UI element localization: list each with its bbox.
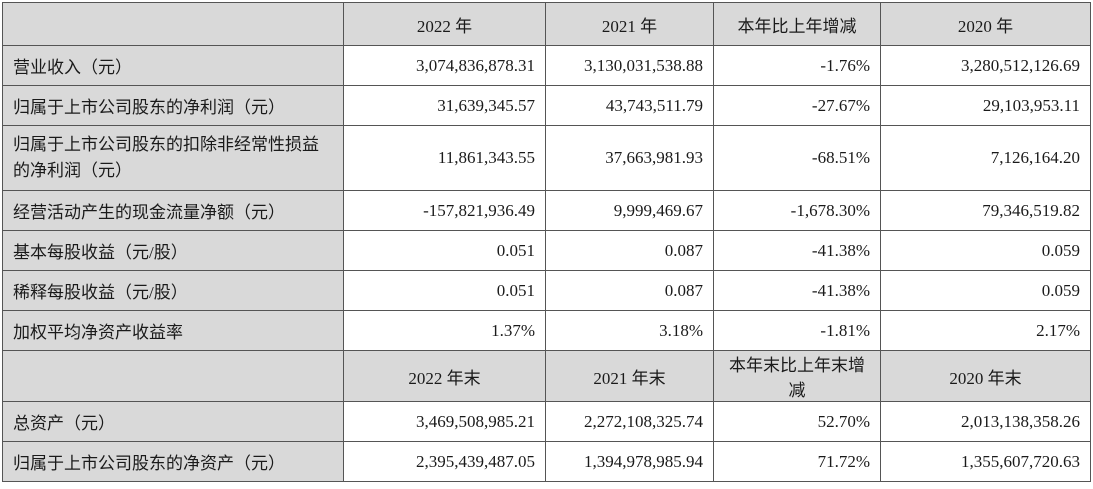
financial-summary-table: 2022 年 2021 年本年比上年增减 2020 年营业收入（元） 3,074,83… <box>2 2 1091 482</box>
table-cell: -41.38% <box>713 230 881 271</box>
table-row: 加权平均净资产收益率 1.37% 3.18% -1.81% 2.17% <box>2 310 1091 351</box>
column-header: 本年末比上年末增减 <box>713 350 881 402</box>
table-cell: -1,678.30% <box>713 190 881 231</box>
table-cell: 43,743,511.79 <box>545 85 714 126</box>
table-row: 营业收入（元） 3,074,836,878.31 3,130,031,538.88-… <box>2 45 1091 86</box>
column-header: 2021 年末 <box>545 350 714 402</box>
table-cell: 9,999,469.67 <box>545 190 714 231</box>
column-header: 2022 年 <box>343 2 546 46</box>
table-cell: 0.059 <box>880 270 1091 311</box>
table-cell: 11,861,343.55 <box>343 125 546 191</box>
column-header: 2021 年 <box>545 2 714 46</box>
column-header: 2020 年末 <box>880 350 1091 402</box>
column-header: 本年比上年增减 <box>713 2 881 46</box>
column-header <box>2 2 344 46</box>
table-cell: 2,272,108,325.74 <box>545 401 714 442</box>
table-cell: 3,280,512,126.69 <box>880 45 1091 86</box>
table-cell: 1,394,978,985.94 <box>545 441 714 482</box>
table-row: 归属于上市公司股东的净资产（元） 2,395,439,487.05 1,394,97… <box>2 441 1091 482</box>
table-cell: 0.087 <box>545 230 714 271</box>
header-row: 2022 年末 2021 年末 本年末比上年末增减 2020 年末 <box>2 350 1091 402</box>
table-cell: 29,103,953.11 <box>880 85 1091 126</box>
table-row: 总资产（元） 3,469,508,985.21 2,272,108,325.74 52… <box>2 401 1091 442</box>
table-cell: 0.051 <box>343 270 546 311</box>
row-label: 归属于上市公司股东的扣除非经常性损益的净利润（元） <box>2 125 344 191</box>
column-header: 2022 年末 <box>343 350 546 402</box>
row-label: 归属于上市公司股东的净利润（元） <box>2 85 344 126</box>
table-cell: -41.38% <box>713 270 881 311</box>
table-row: 归属于上市公司股东的净利润（元） 31,639,345.57 43,743,511.… <box>2 85 1091 126</box>
table-row: 基本每股收益（元/股） 0.051 0.087 -41.38% 0.059 <box>2 230 1091 271</box>
table-cell: -68.51% <box>713 125 881 191</box>
row-label: 稀释每股收益（元/股） <box>2 270 344 311</box>
table-cell: 31,639,345.57 <box>343 85 546 126</box>
table-cell: -1.76% <box>713 45 881 86</box>
table-cell: 2,013,138,358.26 <box>880 401 1091 442</box>
table-cell: 0.059 <box>880 230 1091 271</box>
table-cell: 2,395,439,487.05 <box>343 441 546 482</box>
table-cell: 3,074,836,878.31 <box>343 45 546 86</box>
table-cell: 0.051 <box>343 230 546 271</box>
row-label: 加权平均净资产收益率 <box>2 310 344 351</box>
table-cell: 3,469,508,985.21 <box>343 401 546 442</box>
table-row: 稀释每股收益（元/股） 0.051 0.087 -41.38% 0.059 <box>2 270 1091 311</box>
row-label: 总资产（元） <box>2 401 344 442</box>
table-cell: 3,130,031,538.88 <box>545 45 714 86</box>
table-cell: 3.18% <box>545 310 714 351</box>
header-row: 2022 年 2021 年本年比上年增减 2020 年 <box>2 2 1091 46</box>
table-cell: -157,821,936.49 <box>343 190 546 231</box>
column-header: 2020 年 <box>880 2 1091 46</box>
table-cell: 37,663,981.93 <box>545 125 714 191</box>
table-cell: 2.17% <box>880 310 1091 351</box>
table-cell: 71.72% <box>713 441 881 482</box>
table-cell: 79,346,519.82 <box>880 190 1091 231</box>
table-row: 经营活动产生的现金流量净额（元） -157,821,936.49 9,999,469… <box>2 190 1091 231</box>
table-cell: -27.67% <box>713 85 881 126</box>
table-cell: 52.70% <box>713 401 881 442</box>
row-label: 基本每股收益（元/股） <box>2 230 344 271</box>
column-header <box>2 350 344 402</box>
table-cell: -1.81% <box>713 310 881 351</box>
row-label: 营业收入（元） <box>2 45 344 86</box>
table-cell: 7,126,164.20 <box>880 125 1091 191</box>
table-cell: 0.087 <box>545 270 714 311</box>
row-label: 归属于上市公司股东的净资产（元） <box>2 441 344 482</box>
table-row: 归属于上市公司股东的扣除非经常性损益的净利润（元） 11,861,343.55 37… <box>2 125 1091 191</box>
row-label: 经营活动产生的现金流量净额（元） <box>2 190 344 231</box>
table-cell: 1.37% <box>343 310 546 351</box>
table-cell: 1,355,607,720.63 <box>880 441 1091 482</box>
